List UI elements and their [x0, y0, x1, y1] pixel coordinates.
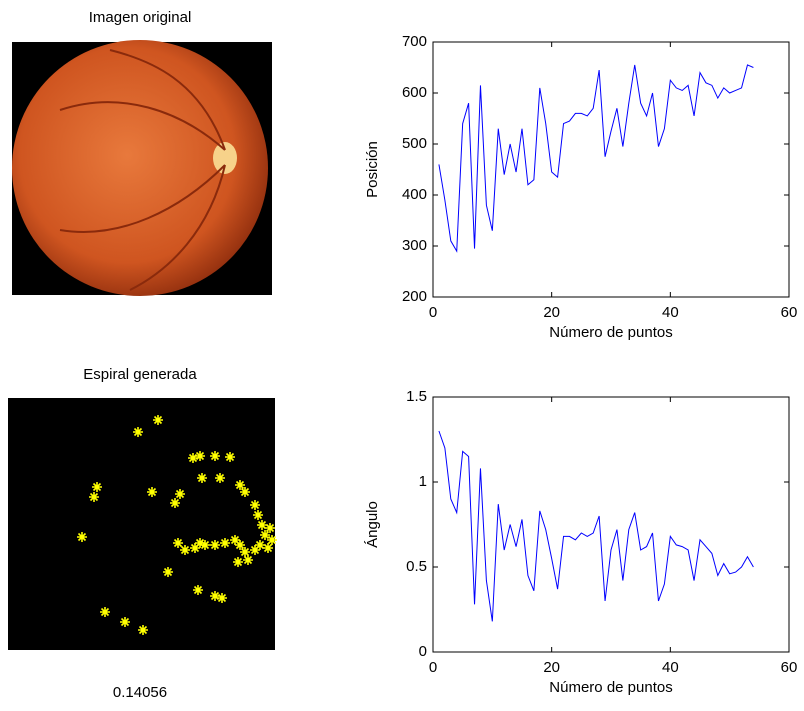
- retina-image: [12, 40, 272, 296]
- y-axis-label: Posición: [364, 141, 381, 198]
- x-tick-label: 40: [662, 304, 679, 321]
- data-line: [438, 64, 754, 253]
- x-tick-label: 40: [662, 659, 679, 676]
- x-tick-label: 20: [543, 304, 560, 321]
- y-tick-label: 600: [402, 84, 427, 101]
- x-tick-label: 0: [429, 304, 437, 321]
- y-tick-label: 1.5: [406, 388, 427, 405]
- plot-area: [432, 41, 790, 298]
- y-tick-label: 700: [402, 33, 427, 50]
- x-axis-label: Número de puntos: [549, 324, 672, 341]
- y-tick-label: 500: [402, 135, 427, 152]
- plot-area: [432, 396, 790, 653]
- image-title: Espiral generada: [83, 366, 197, 383]
- y-tick-label: 200: [402, 288, 427, 305]
- y-axis-label: Ángulo: [364, 501, 381, 548]
- y-tick-label: 0: [419, 643, 427, 660]
- x-tick-label: 60: [781, 659, 798, 676]
- y-tick-label: 400: [402, 186, 427, 203]
- caption: 0.14056: [113, 684, 167, 701]
- data-line: [438, 430, 754, 622]
- y-tick-label: 300: [402, 237, 427, 254]
- y-tick-label: 1: [419, 473, 427, 490]
- y-tick-label: 0.5: [406, 558, 427, 575]
- x-tick-label: 20: [543, 659, 560, 676]
- x-tick-label: 60: [781, 304, 798, 321]
- spiral-image: [8, 398, 278, 650]
- x-axis-label: Número de puntos: [549, 679, 672, 696]
- x-tick-label: 0: [429, 659, 437, 676]
- image-title: Imagen original: [89, 9, 192, 26]
